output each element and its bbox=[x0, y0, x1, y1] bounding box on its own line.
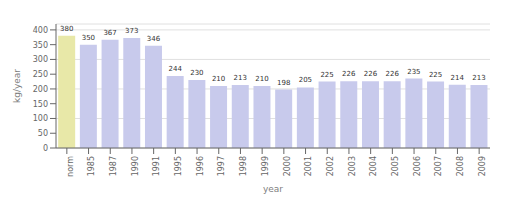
svg-text:300: 300 bbox=[33, 55, 48, 64]
svg-text:350: 350 bbox=[33, 41, 48, 50]
svg-text:210: 210 bbox=[212, 75, 225, 83]
svg-text:50: 50 bbox=[38, 129, 48, 138]
svg-text:1995: 1995 bbox=[174, 156, 183, 176]
svg-text:1985: 1985 bbox=[87, 156, 96, 176]
svg-text:400: 400 bbox=[33, 26, 48, 35]
svg-text:2005: 2005 bbox=[391, 156, 400, 176]
svg-text:100: 100 bbox=[33, 114, 48, 123]
svg-text:1996: 1996 bbox=[196, 156, 205, 176]
svg-text:1991: 1991 bbox=[152, 156, 161, 176]
svg-text:210: 210 bbox=[255, 75, 268, 83]
svg-text:346: 346 bbox=[147, 35, 161, 43]
svg-text:225: 225 bbox=[429, 71, 442, 79]
svg-text:200: 200 bbox=[33, 85, 48, 94]
svg-text:150: 150 bbox=[33, 100, 48, 109]
svg-text:235: 235 bbox=[407, 68, 420, 76]
svg-text:226: 226 bbox=[385, 70, 399, 78]
svg-text:213: 213 bbox=[234, 74, 247, 82]
svg-text:2006: 2006 bbox=[413, 156, 422, 176]
svg-text:225: 225 bbox=[320, 71, 333, 79]
svg-text:367: 367 bbox=[103, 29, 116, 37]
svg-text:380: 380 bbox=[60, 25, 73, 33]
svg-text:year: year bbox=[263, 184, 283, 194]
svg-text:2004: 2004 bbox=[369, 156, 378, 176]
svg-text:205: 205 bbox=[299, 76, 312, 84]
svg-text:244: 244 bbox=[168, 65, 182, 73]
svg-text:213: 213 bbox=[472, 74, 485, 82]
svg-text:1990: 1990 bbox=[131, 156, 140, 176]
svg-text:1997: 1997 bbox=[217, 156, 226, 176]
svg-text:350: 350 bbox=[82, 34, 95, 42]
svg-text:1998: 1998 bbox=[239, 156, 248, 176]
svg-text:226: 226 bbox=[342, 70, 356, 78]
svg-text:2001: 2001 bbox=[304, 156, 313, 176]
svg-text:2000: 2000 bbox=[283, 156, 292, 176]
svg-text:2002: 2002 bbox=[326, 156, 335, 176]
svg-text:2009: 2009 bbox=[478, 156, 487, 176]
svg-text:0: 0 bbox=[43, 144, 48, 153]
svg-text:198: 198 bbox=[277, 79, 290, 87]
svg-text:373: 373 bbox=[125, 27, 138, 35]
svg-text:226: 226 bbox=[364, 70, 378, 78]
svg-text:250: 250 bbox=[33, 70, 48, 79]
svg-text:norm: norm bbox=[66, 156, 75, 177]
svg-text:1987: 1987 bbox=[109, 156, 118, 176]
svg-text:230: 230 bbox=[190, 69, 203, 77]
svg-text:2008: 2008 bbox=[456, 156, 465, 176]
svg-text:214: 214 bbox=[451, 74, 465, 82]
svg-text:1999: 1999 bbox=[261, 156, 270, 176]
svg-text:2003: 2003 bbox=[348, 156, 357, 176]
svg-text:kg/year: kg/year bbox=[12, 69, 22, 103]
svg-text:2007: 2007 bbox=[434, 156, 443, 176]
